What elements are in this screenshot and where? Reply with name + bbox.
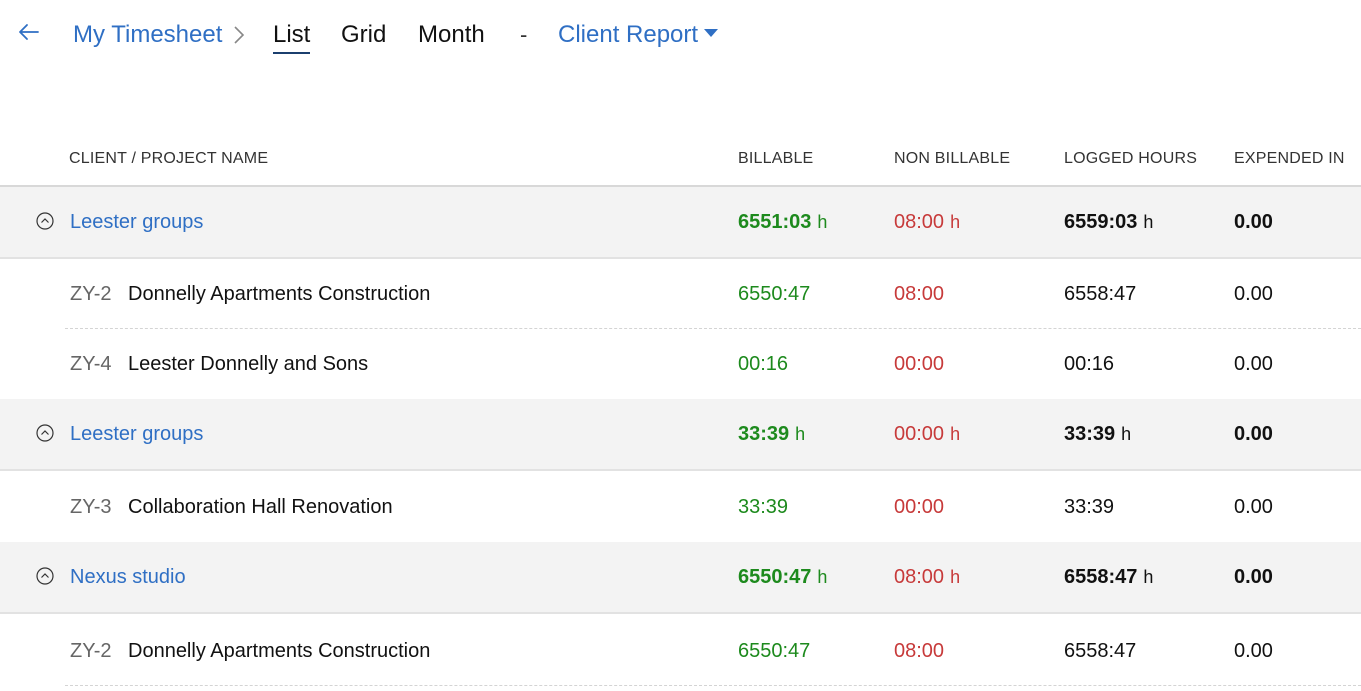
report-selector[interactable]: Client Report	[558, 21, 699, 48]
client-non-billable: 00:00 h	[894, 423, 961, 445]
project-expended: 0.00	[1234, 640, 1273, 662]
breadcrumb-my-timesheet[interactable]: My Timesheet	[73, 21, 223, 48]
project-name[interactable]: Collaboration Hall Renovation	[128, 496, 393, 518]
client-group-row[interactable]: Leester groups 6551:03 h 08:00 h 6559:03 h …	[0, 187, 1361, 259]
project-code: ZY-4	[70, 353, 112, 375]
project-non-billable: 00:00	[894, 496, 945, 518]
client-billable: 6550:47 h	[738, 566, 828, 588]
client-name[interactable]: Leester groups	[70, 423, 204, 445]
collapse-icon[interactable]	[36, 212, 54, 230]
column-header-billable[interactable]: BILLABLE	[738, 150, 814, 167]
project-name[interactable]: Donnelly Apartments Construction	[128, 283, 431, 305]
project-logged-hours: 6558:47	[1064, 283, 1137, 305]
client-non-billable: 08:00 h	[894, 566, 961, 588]
project-non-billable: 08:00	[894, 283, 945, 305]
project-billable: 6550:47	[738, 283, 811, 305]
project-row[interactable]: ZY-4 Leester Donnelly and Sons 00:16 00:…	[0, 329, 1361, 399]
client-name[interactable]: Leester groups	[70, 211, 204, 233]
project-billable: 6550:47	[738, 640, 811, 662]
project-name[interactable]: Leester Donnelly and Sons	[128, 353, 369, 375]
collapse-icon[interactable]	[36, 424, 54, 442]
column-header-logged-hours[interactable]: LOGGED HOURS	[1064, 150, 1198, 167]
project-logged-hours: 6558:47	[1064, 640, 1137, 662]
project-code: ZY-2	[70, 283, 112, 305]
project-non-billable: 08:00	[894, 640, 945, 662]
column-header-expended-in[interactable]: EXPENDED IN	[1234, 150, 1345, 167]
project-non-billable: 00:00	[894, 353, 945, 375]
view-separator: -	[520, 22, 528, 47]
project-name[interactable]: Donnelly Apartments Construction	[128, 640, 431, 662]
client-logged-hours: 33:39 h	[1064, 423, 1132, 445]
project-billable: 00:16	[738, 353, 789, 375]
client-name[interactable]: Nexus studio	[70, 566, 186, 588]
project-expended: 0.00	[1234, 353, 1273, 375]
top-navigation-bar: My Timesheet List Grid Month - Client Re…	[0, 0, 1361, 70]
client-group-row[interactable]: Leester groups 33:39 h 00:00 h 33:39 h 0.00	[0, 399, 1361, 471]
client-group-row[interactable]: Nexus studio 6550:47 h 08:00 h 6558:47 h 0.…	[0, 542, 1361, 614]
column-header-client-project[interactable]: CLIENT / PROJECT NAME	[69, 150, 269, 167]
table-header: CLIENT / PROJECT NAME BILLABLE NON BILLA…	[0, 130, 1361, 187]
project-logged-hours: 33:39	[1064, 496, 1115, 518]
client-expended: 0.00	[1234, 423, 1273, 445]
row-divider	[65, 685, 1361, 686]
project-row[interactable]: ZY-3 Collaboration Hall Renovation 33:39…	[0, 472, 1361, 542]
chevron-right-icon	[234, 26, 245, 44]
back-arrow-icon[interactable]	[16, 18, 40, 46]
collapse-icon[interactable]	[36, 567, 54, 585]
project-row[interactable]: ZY-2 Donnelly Apartments Construction 65…	[0, 259, 1361, 329]
client-billable: 33:39 h	[738, 423, 806, 445]
client-non-billable: 08:00 h	[894, 211, 961, 233]
project-code: ZY-2	[70, 640, 112, 662]
project-expended: 0.00	[1234, 496, 1273, 518]
project-row[interactable]: ZY-2 Donnelly Apartments Construction 65…	[0, 616, 1361, 686]
row-divider	[65, 328, 1361, 329]
tab-grid[interactable]: Grid	[341, 21, 387, 48]
client-logged-hours: 6558:47 h	[1064, 566, 1154, 588]
project-code: ZY-3	[70, 496, 112, 518]
project-expended: 0.00	[1234, 283, 1273, 305]
client-expended: 0.00	[1234, 211, 1273, 233]
tab-list[interactable]: List	[273, 20, 311, 54]
chevron-down-icon[interactable]	[704, 29, 718, 37]
column-header-non-billable[interactable]: NON BILLABLE	[894, 150, 1011, 167]
client-logged-hours: 6559:03 h	[1064, 211, 1154, 233]
project-billable: 33:39	[738, 496, 789, 518]
project-logged-hours: 00:16	[1064, 353, 1115, 375]
client-expended: 0.00	[1234, 566, 1273, 588]
client-billable: 6551:03 h	[738, 211, 828, 233]
tab-month[interactable]: Month	[418, 21, 485, 48]
